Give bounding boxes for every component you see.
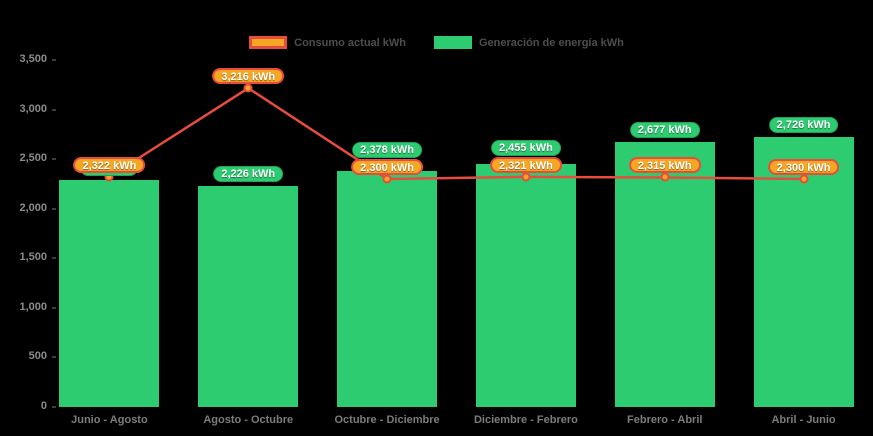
x-axis-label: Abril - Junio bbox=[771, 414, 836, 426]
legend-item-consumo[interactable]: Consumo actual kWh bbox=[249, 36, 406, 49]
bar-generacion[interactable] bbox=[475, 163, 576, 407]
consumo-point-marker[interactable] bbox=[660, 172, 670, 182]
bar-generacion[interactable] bbox=[59, 179, 160, 407]
y-axis-tick bbox=[52, 306, 56, 309]
legend-item-generacion[interactable]: Generación de energía kWh bbox=[433, 36, 624, 49]
value-label-generacion: 2,677 kWh bbox=[629, 121, 700, 138]
x-axis-label: Agosto - Octubre bbox=[203, 414, 294, 426]
consumo-swatch-icon bbox=[249, 36, 288, 49]
y-axis-tick bbox=[52, 158, 56, 161]
value-label-generacion: 2,726 kWh bbox=[768, 116, 839, 133]
legend-label-generacion: Generación de energía kWh bbox=[478, 36, 624, 49]
value-label-consumo: 2,300 kWh bbox=[767, 158, 840, 175]
consumo-point-marker[interactable] bbox=[382, 174, 392, 184]
legend-label-consumo: Consumo actual kWh bbox=[294, 36, 406, 49]
y-axis-tick bbox=[52, 207, 56, 210]
bar-generacion[interactable] bbox=[614, 141, 715, 407]
y-axis-tick bbox=[52, 406, 56, 408]
legend: Consumo actual kWh Generación de energía… bbox=[0, 36, 873, 49]
value-label-generacion: 2,226 kWh bbox=[213, 166, 284, 183]
value-label-consumo: 3,216 kWh bbox=[212, 68, 285, 85]
value-label-consumo: 2,315 kWh bbox=[628, 157, 701, 174]
x-axis-label: Diciembre - Febrero bbox=[473, 414, 578, 426]
y-axis-tick bbox=[52, 356, 56, 359]
bar-generacion[interactable] bbox=[337, 171, 438, 407]
value-label-consumo: 2,322 kWh bbox=[73, 156, 146, 173]
bar-generacion[interactable] bbox=[198, 186, 299, 407]
generacion-swatch-icon bbox=[433, 36, 472, 49]
consumo-point-marker[interactable] bbox=[799, 174, 809, 184]
value-label-consumo: 2,321 kWh bbox=[490, 156, 562, 173]
y-axis-label: 1,500 bbox=[19, 251, 47, 264]
y-axis-label: 500 bbox=[28, 350, 47, 363]
value-label-consumo: 2,300 kWh bbox=[351, 158, 423, 175]
y-axis-tick bbox=[52, 257, 56, 260]
y-axis-label: 2,500 bbox=[19, 152, 47, 165]
value-label-generacion: 2,378 kWh bbox=[352, 141, 422, 158]
y-axis-tick bbox=[52, 59, 56, 61]
y-axis-label: 1,000 bbox=[19, 300, 47, 313]
consumo-point-marker[interactable] bbox=[521, 172, 531, 182]
x-axis-label: Junio - Agosto bbox=[71, 414, 148, 426]
y-axis-label: 2,000 bbox=[19, 201, 47, 214]
y-axis-label: 0 bbox=[40, 400, 47, 412]
x-axis-label: Febrero - Abril bbox=[627, 414, 703, 426]
y-axis-label: 3,500 bbox=[19, 53, 47, 65]
consumo-point-marker[interactable] bbox=[243, 83, 253, 93]
y-axis-tick bbox=[52, 108, 56, 111]
x-axis-label: Octubre - Diciembre bbox=[334, 414, 440, 426]
value-label-generacion: 2,455 kWh bbox=[491, 139, 561, 156]
y-axis-label: 3,000 bbox=[19, 102, 47, 115]
